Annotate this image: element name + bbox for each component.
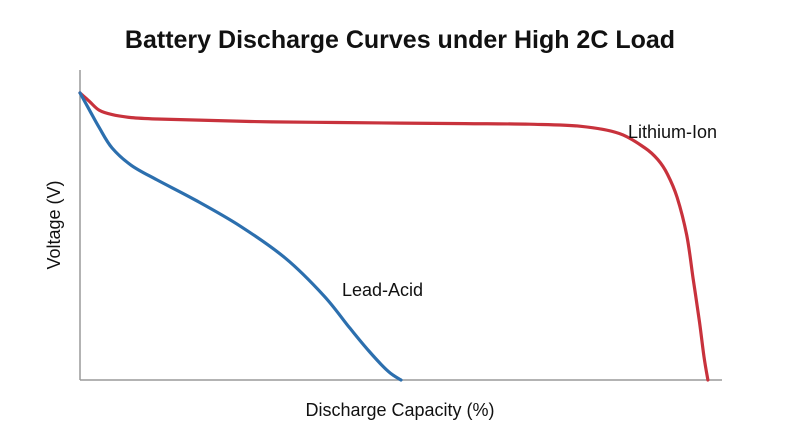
series-label-lead-acid: Lead-Acid (342, 280, 423, 300)
series-label-lithium-ion: Lithium-Ion (628, 122, 717, 142)
chart-title: Battery Discharge Curves under High 2C L… (125, 26, 675, 54)
series-line-lead-acid (78, 91, 403, 382)
series-layer (78, 91, 710, 382)
series-line-lithium-ion (78, 91, 710, 382)
x-axis-label: Discharge Capacity (%) (305, 400, 494, 420)
y-axis-label: Voltage (V) (44, 180, 64, 269)
